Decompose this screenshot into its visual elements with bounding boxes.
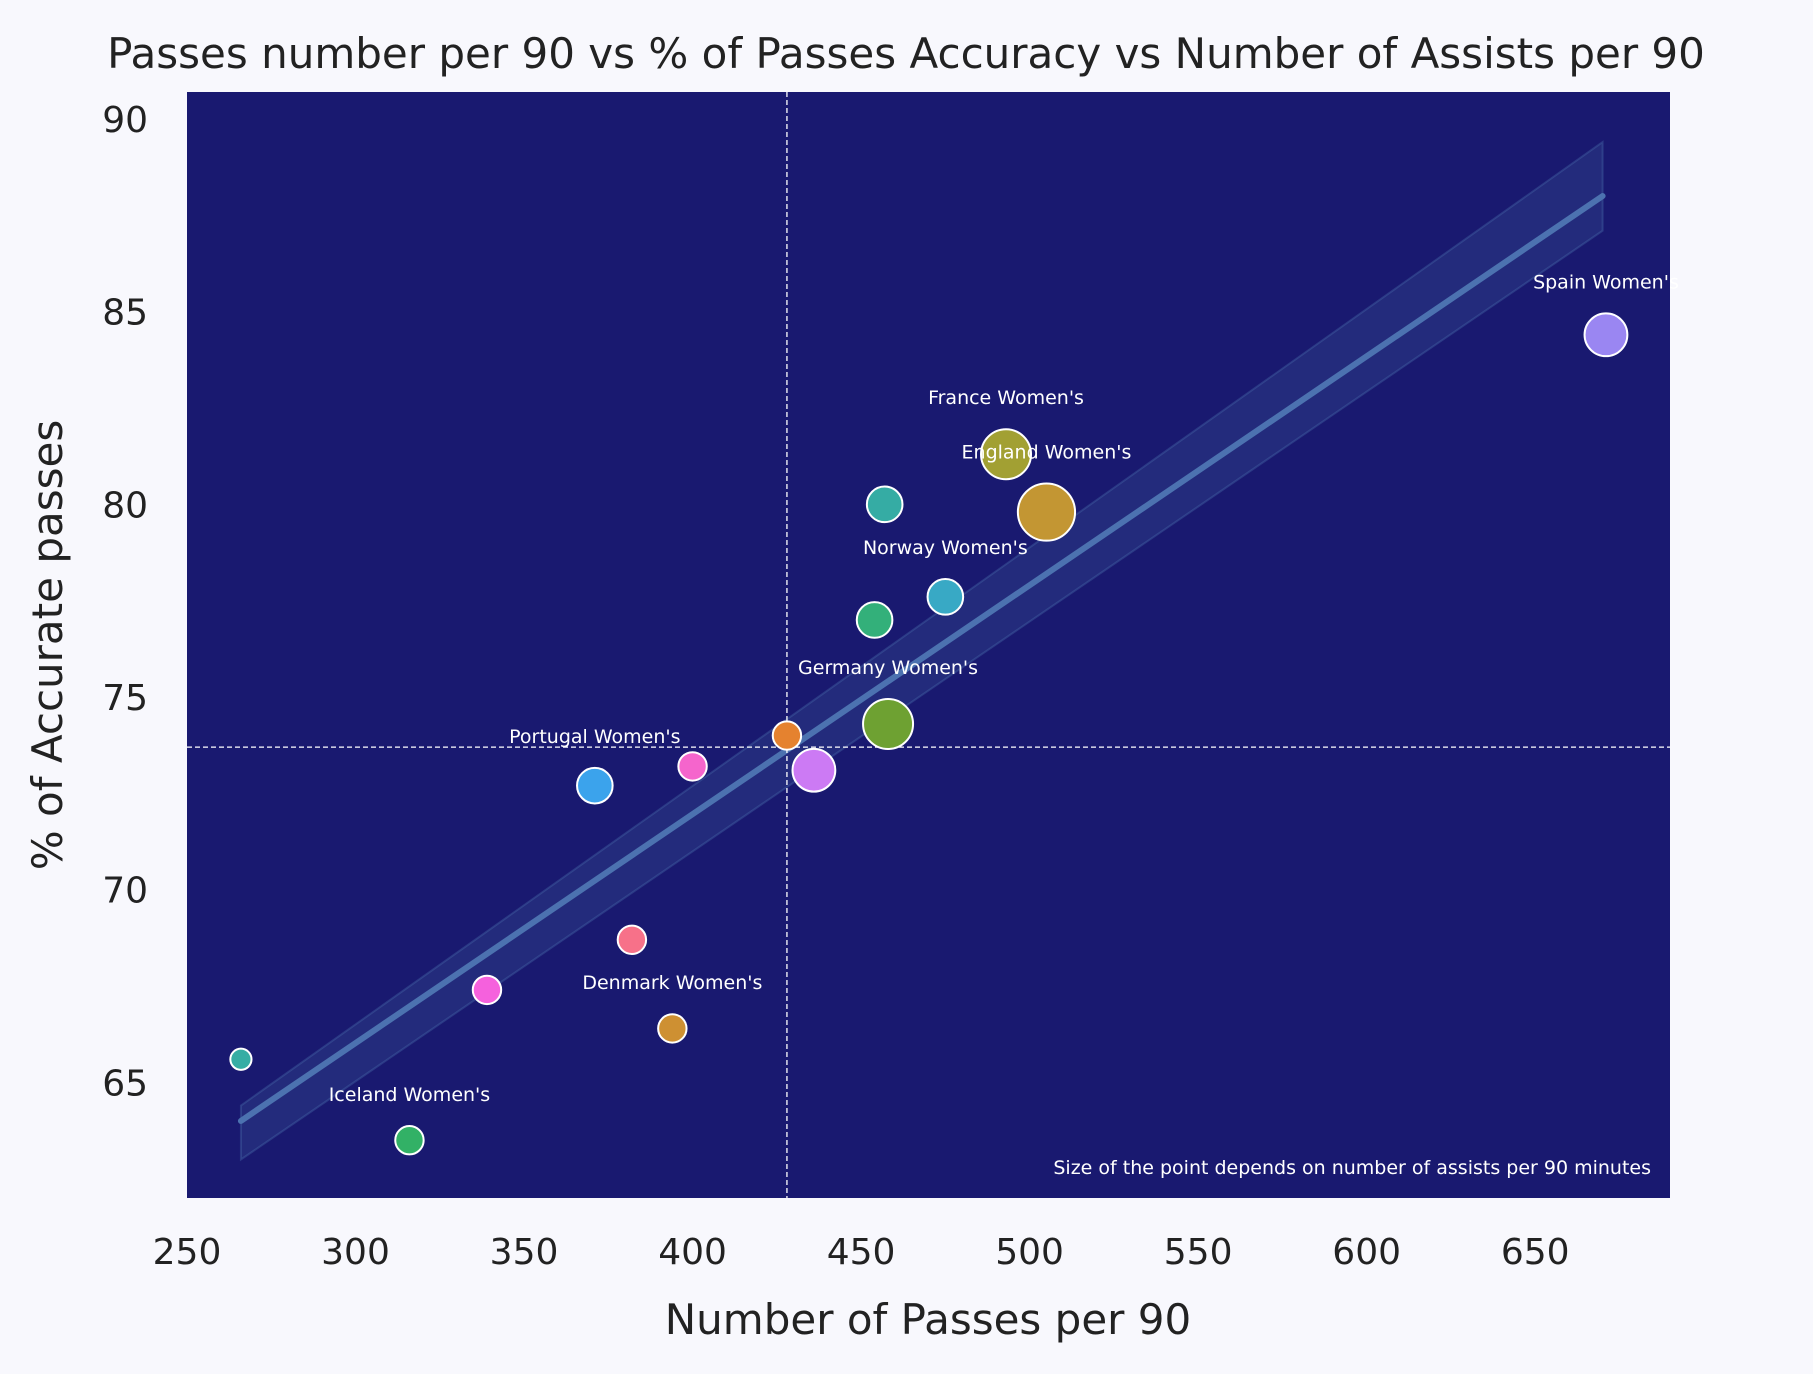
point-labels: Iceland Women's Portugal Women's Denmark W… [329,271,1679,1106]
data-point [926,578,965,616]
y-tick-label: 85 [102,293,148,334]
y-tick-label: 90 [102,100,148,141]
plot-area [187,92,1670,1198]
point-label: Iceland Women's [329,1084,490,1106]
confidence-band-area [239,140,1604,1162]
point-label: England Women's [962,441,1132,463]
x-tick-label: 500 [995,1232,1064,1273]
confidence-band [239,140,1604,1162]
data-point [1583,312,1629,358]
x-tick-label: 400 [658,1232,727,1273]
data-points [229,312,1629,1156]
x-tick-label: 250 [153,1232,222,1273]
data-point [980,428,1033,481]
regression-line-path [237,193,1606,1124]
point-label: Germany Women's [798,657,978,679]
size-note: Size of the point depends on number of a… [1053,1157,1651,1179]
point-label: Portugal Women's [509,726,680,748]
x-tick-label: 300 [321,1232,390,1273]
x-tick-label: 350 [490,1232,559,1273]
y-tick-label: 80 [102,485,148,526]
x-tick-label: 450 [827,1232,896,1273]
y-axis-label: % of Accurate passes [23,420,72,870]
x-tick-label: 600 [1332,1232,1401,1273]
chart-title: Passes number per 90 vs % of Passes Accu… [107,29,1705,78]
point-label: Norway Women's [863,537,1028,559]
y-axis-ticks: 65 70 75 80 85 90 [102,100,148,1104]
data-point [471,974,503,1006]
data-point [616,924,648,956]
y-tick-label: 65 [102,1063,148,1104]
point-label: Denmark Women's [582,972,762,994]
x-axis-label: Number of Passes per 90 [665,1295,1191,1344]
x-axis-ticks: 250 300 350 400 450 500 550 600 650 [153,1232,1570,1273]
point-label: France Women's [928,387,1084,409]
data-point [855,601,894,639]
data-point [791,747,837,793]
data-point [771,720,803,751]
point-label: Spain Women's [1533,271,1679,293]
data-point [677,751,708,782]
data-point [657,1013,688,1044]
data-point [229,1047,253,1071]
x-tick-label: 550 [1164,1232,1233,1273]
mean-lines [187,92,1670,1198]
y-tick-label: 75 [102,678,148,719]
regression-line [237,193,1606,1124]
data-point [394,1124,425,1156]
data-point [862,698,915,750]
data-point [576,766,614,805]
data-point [1016,482,1077,542]
x-tick-label: 650 [1501,1232,1570,1273]
data-point [865,485,904,524]
y-tick-label: 70 [102,871,148,912]
